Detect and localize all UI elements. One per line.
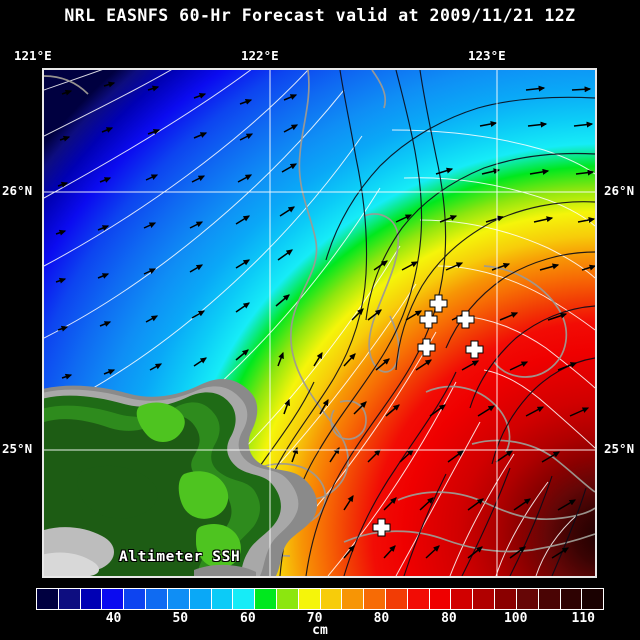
colorbar-tick-label-4: 80 (373, 611, 390, 626)
colorbar-swatch-7[interactable] (189, 589, 212, 609)
colorbar-swatch-25[interactable] (582, 589, 604, 609)
lat-tick-label-left-26n: 26°N (2, 183, 33, 198)
colorbar-swatch-3[interactable] (102, 589, 125, 609)
bathymetry-contours (44, 70, 595, 576)
colorbar-swatch-1[interactable] (58, 589, 81, 609)
ssh-field-svg (44, 70, 595, 576)
colorbar-swatch-8[interactable] (211, 589, 234, 609)
land-taiwan (44, 379, 317, 576)
lon-tick-label-1: 122°E (241, 48, 279, 63)
lat-tick-label-right-26n: 26°N (604, 183, 635, 198)
colorbar-tick-label-7: 110 (571, 611, 596, 626)
colorbar-swatch-4[interactable] (124, 589, 147, 609)
colorbar-tick-label-1: 50 (172, 611, 189, 626)
colorbar-swatch-22[interactable] (516, 589, 539, 609)
colorbar-swatch-5[interactable] (146, 589, 168, 609)
colorbar-swatch-17[interactable] (407, 589, 430, 609)
page-title: NRL EASNFS 60-Hr Forecast valid at 2009/… (64, 6, 576, 25)
colorbar-tick-label-3: 70 (306, 611, 323, 626)
map-field (44, 70, 595, 576)
colorbar-swatch-6[interactable] (167, 589, 190, 609)
colorbar-swatch-12[interactable] (298, 589, 321, 609)
colorbar-swatch-20[interactable] (473, 589, 496, 609)
colorbar-swatch-2[interactable] (80, 589, 103, 609)
colorbar-swatch-10[interactable] (255, 589, 277, 609)
colorbar-swatch-23[interactable] (538, 589, 561, 609)
colorbar-tick-label-0: 40 (105, 611, 122, 626)
colorbar-swatch-21[interactable] (495, 589, 517, 609)
map-canvas[interactable]: Altimeter SSH 20 cm/s (42, 68, 597, 578)
colorbar-swatch-24[interactable] (560, 589, 583, 609)
colorbar-tick-label-6: 100 (503, 611, 528, 626)
colorbar-swatch-9[interactable] (233, 589, 256, 609)
colorbar-swatch-14[interactable] (342, 589, 365, 609)
colorbar-tick-label-5: 80 (441, 611, 457, 626)
current-vectors (55, 81, 595, 559)
colorbar-swatch-19[interactable] (451, 589, 474, 609)
colorbar-swatch-15[interactable] (364, 589, 386, 609)
colorbar-tick-label-2: 60 (240, 611, 256, 626)
ssh-contours (44, 70, 595, 576)
colorbar-unit-label: cm (312, 623, 328, 638)
colorbar-swatch-18[interactable] (429, 589, 452, 609)
lat-tick-label-left-25n: 25°N (2, 441, 33, 456)
lat-tick-label-right-25n: 25°N (604, 441, 635, 456)
colorbar-swatch-0[interactable] (37, 589, 59, 609)
overlay-label-altimeter-ssh: Altimeter SSH (119, 549, 241, 565)
map-grid (44, 70, 595, 576)
colorbar-swatch-11[interactable] (276, 589, 299, 609)
colorbar[interactable] (36, 588, 604, 610)
colorbar-swatch-13[interactable] (320, 589, 343, 609)
colorbar-swatch-16[interactable] (386, 589, 408, 609)
lon-tick-label-2: 123°E (468, 48, 506, 63)
lon-tick-label-0: 121°E (14, 48, 52, 63)
